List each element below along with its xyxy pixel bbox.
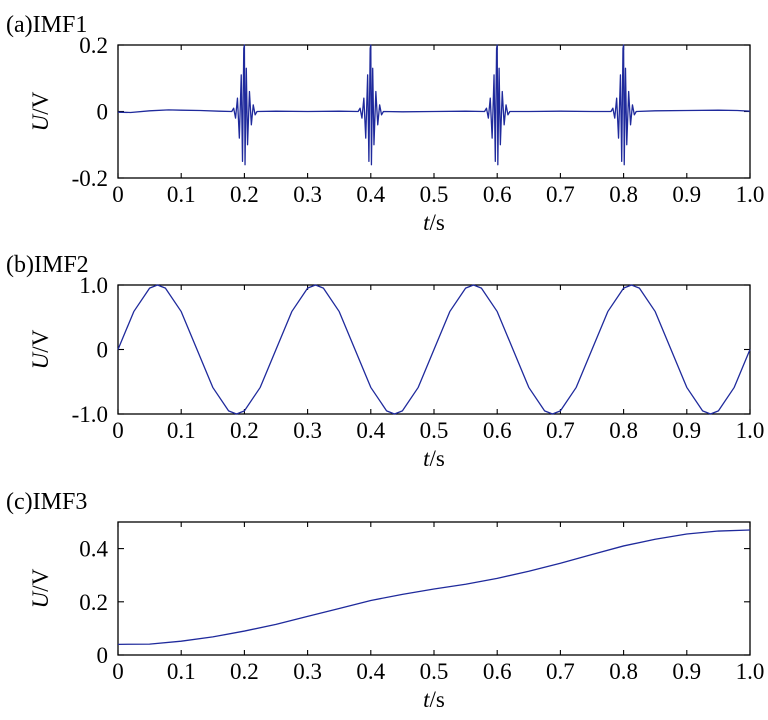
- x-tick-label: 0.5: [420, 182, 449, 207]
- x-tick-label: 1.0: [736, 659, 765, 684]
- x-tick-label: 0.6: [483, 418, 512, 443]
- x-tick-label: 0.3: [293, 182, 322, 207]
- y-tick-label: 1.0: [79, 273, 108, 298]
- x-tick-label: 0.2: [230, 418, 259, 443]
- x-tick-label: 0.2: [230, 659, 259, 684]
- x-tick-label: 1.0: [736, 182, 765, 207]
- y-axis-title: U/V: [28, 329, 53, 369]
- x-tick-label: 0: [112, 659, 124, 684]
- chart-panel-3: (c)IMF3 0 0.1 0.2 0.3 0.4 0.5 0.6 0.7 0.8 0.9 1.0 0 0…: [6, 489, 764, 712]
- x-tick-label: 0.5: [420, 418, 449, 443]
- x-tick-label: 0.1: [167, 418, 196, 443]
- x-tick-label: 0.9: [672, 182, 701, 207]
- x-tick-label: 0.7: [546, 659, 575, 684]
- y-axis-variable: U: [28, 590, 53, 608]
- series-line-1: [117, 44, 751, 166]
- x-tick-label: 0.4: [356, 418, 385, 443]
- y-tick-label: -1.0: [72, 402, 108, 427]
- x-axis-title: t/s: [423, 446, 445, 471]
- x-tick-label: 0: [112, 182, 124, 207]
- y-tick-label: 0.2: [79, 590, 108, 615]
- x-axis-unit: /s: [430, 210, 445, 235]
- x-tick-label: 0.9: [672, 659, 701, 684]
- x-tick-label: 0.2: [230, 182, 259, 207]
- panel-title: (a)IMF1: [6, 12, 87, 38]
- series-line-1: [117, 529, 751, 646]
- y-tick-label: 0.4: [79, 537, 108, 562]
- y-tick-label: 0: [97, 100, 109, 125]
- x-axis-variable: t: [423, 687, 430, 712]
- x-tick-label: 0.4: [356, 659, 385, 684]
- chart-panel-2: (b)IMF2 0 0.1 0.2 0.3 0.4 0.5 0.6 0.7 0.8 0.9 1.0 -1…: [6, 252, 764, 471]
- y-tick-label: 0: [97, 643, 109, 668]
- y-axis-unit: /V: [28, 329, 53, 352]
- x-axis-variable: t: [423, 210, 430, 235]
- x-tick-label: 0.3: [293, 418, 322, 443]
- x-axis-unit: /s: [430, 446, 445, 471]
- x-tick-label: 0.8: [609, 659, 638, 684]
- y-axis-unit: /V: [28, 568, 53, 591]
- x-tick-label: 0.9: [672, 418, 701, 443]
- x-tick-label: 0.7: [546, 182, 575, 207]
- x-axis-variable: t: [423, 446, 430, 471]
- x-tick-label: 0.8: [609, 182, 638, 207]
- x-tick-label: 0: [112, 418, 124, 443]
- y-axis-variable: U: [28, 113, 53, 131]
- chart-panel-1: (a)IMF1 0 0.1 0.2 0.3 0.4 0.5 0.6 0.7 0.8 0.9 1.0 -0…: [6, 12, 764, 235]
- x-tick-label: 0.6: [483, 659, 512, 684]
- panel-title: (c)IMF3: [6, 489, 87, 515]
- x-tick-label: 0.7: [546, 418, 575, 443]
- x-tick-label: 0.3: [293, 659, 322, 684]
- series-line-1: [117, 284, 751, 415]
- panel-title: (b)IMF2: [6, 252, 89, 278]
- x-tick-label: 0.4: [356, 182, 385, 207]
- y-tick-label: 0.2: [79, 33, 108, 58]
- x-tick-label: 0.8: [609, 418, 638, 443]
- x-axis-title: t/s: [423, 687, 445, 712]
- y-tick-label: -0.2: [72, 166, 108, 191]
- y-tick-label: 0: [97, 338, 109, 363]
- y-axis-title: U/V: [28, 91, 53, 131]
- y-axis-title: U/V: [28, 568, 53, 608]
- x-tick-label: 0.5: [420, 659, 449, 684]
- x-tick-label: 0.6: [483, 182, 512, 207]
- y-axis-unit: /V: [28, 91, 53, 114]
- x-tick-label: 0.1: [167, 182, 196, 207]
- x-tick-label: 1.0: [736, 418, 765, 443]
- x-axis-unit: /s: [430, 687, 445, 712]
- x-axis-title: t/s: [423, 210, 445, 235]
- x-tick-label: 0.1: [167, 659, 196, 684]
- y-axis-variable: U: [28, 351, 53, 369]
